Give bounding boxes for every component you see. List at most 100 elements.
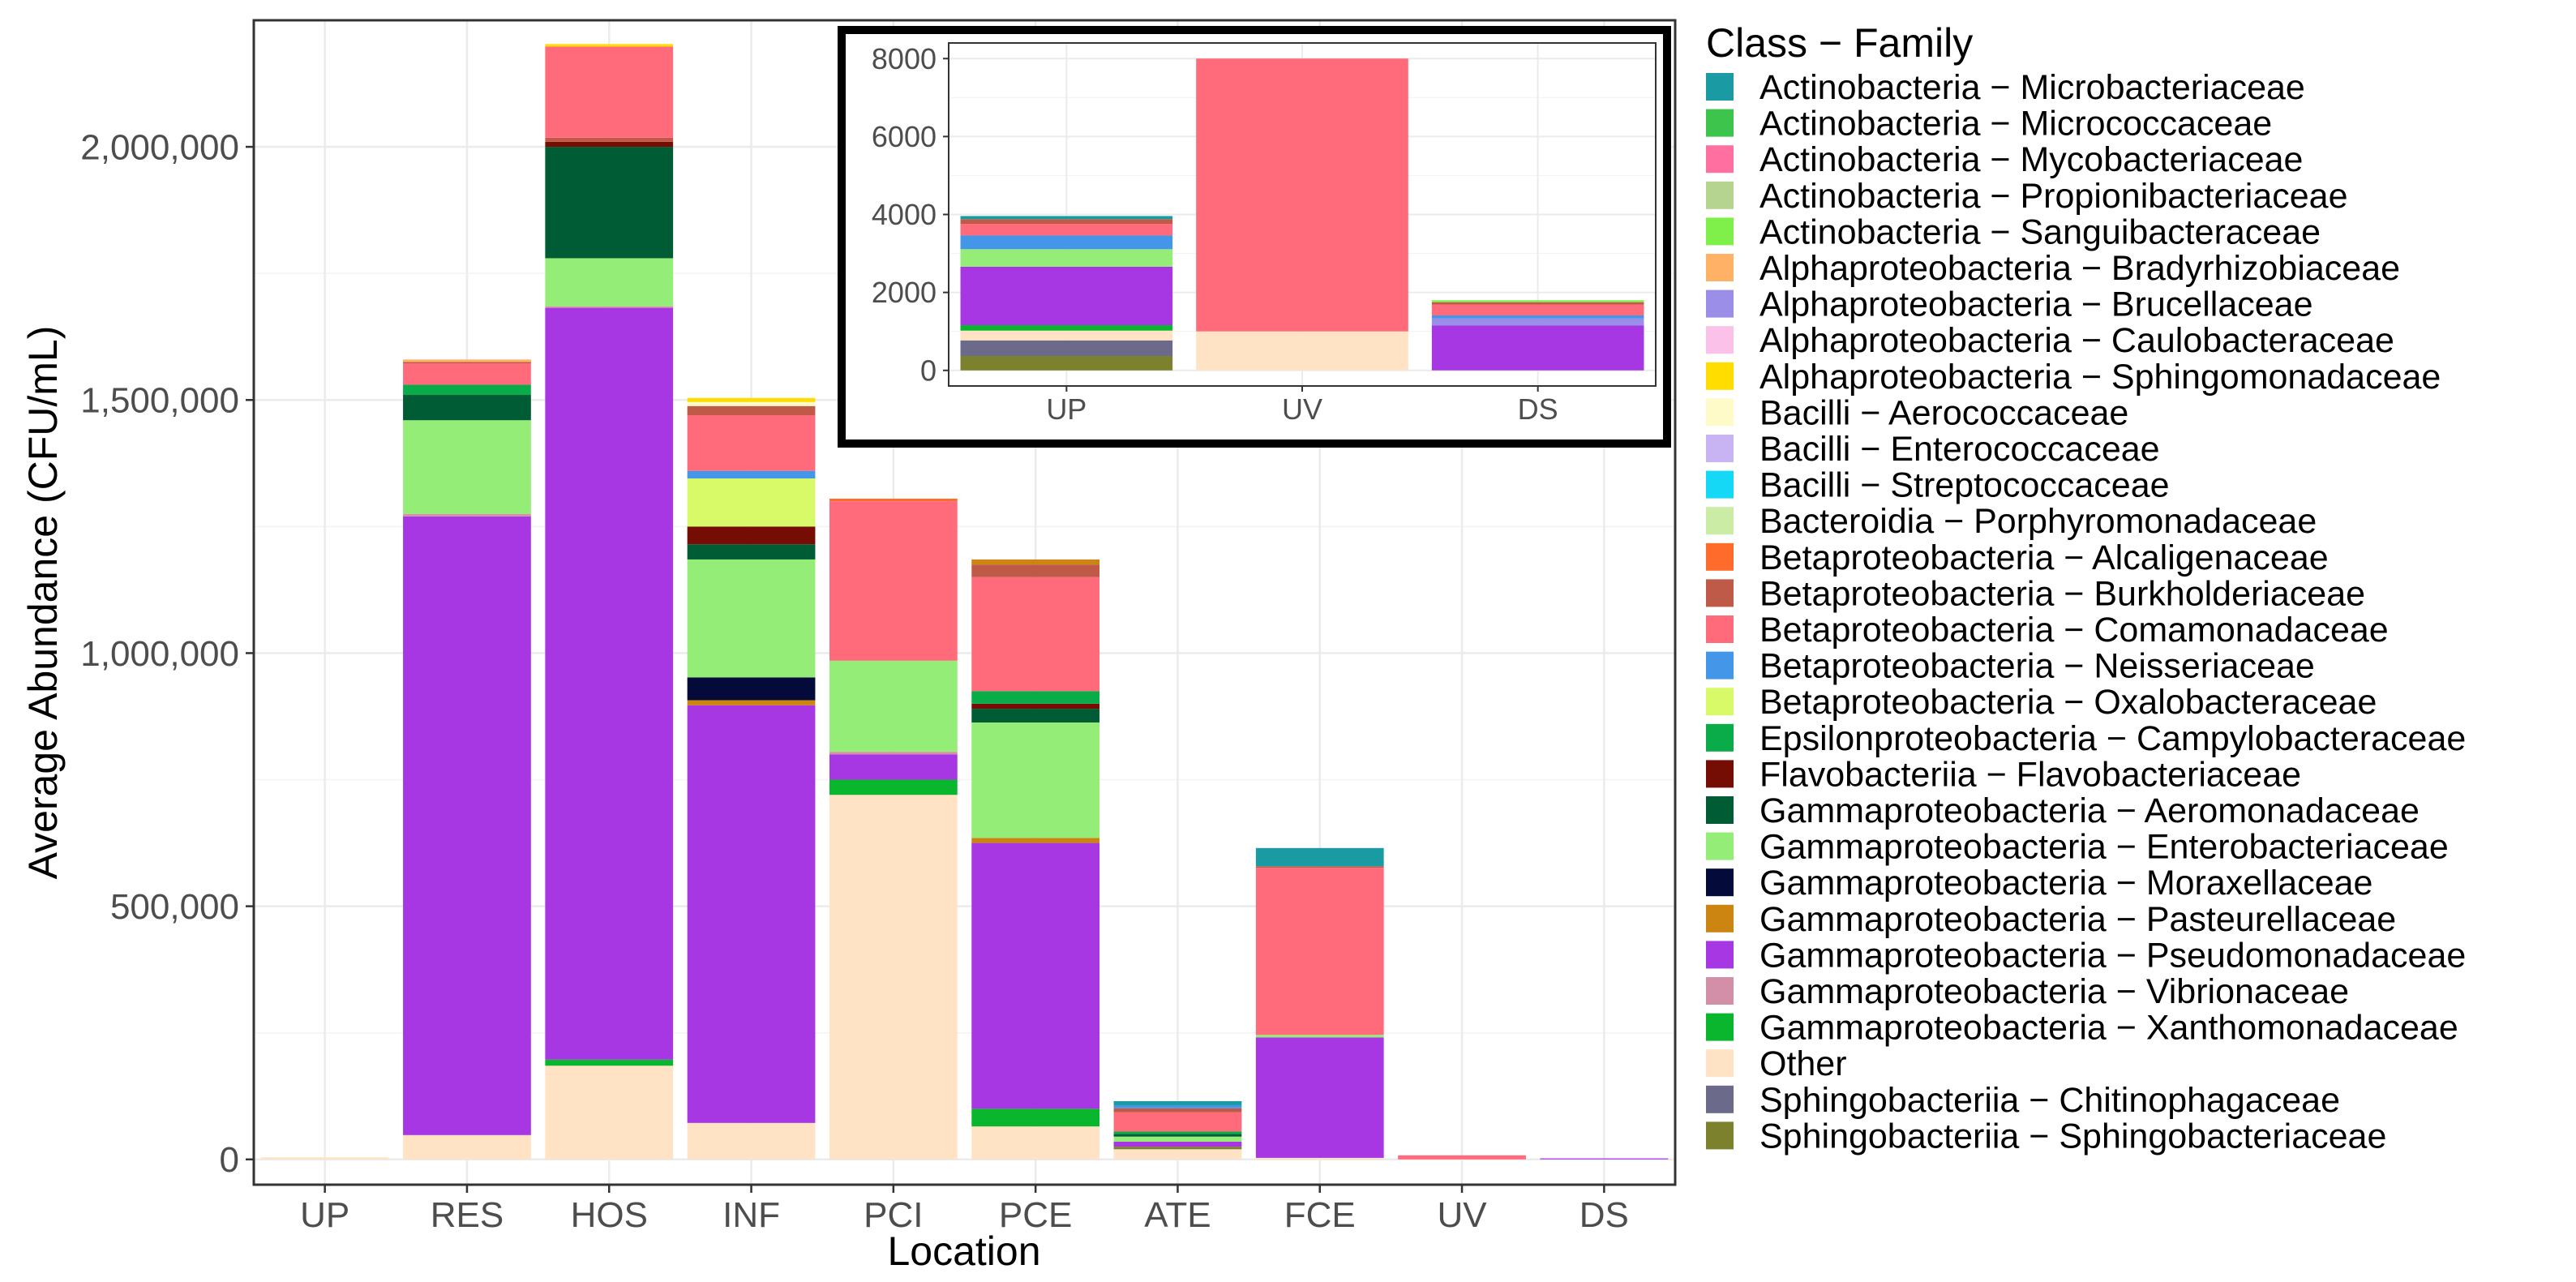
main-bar-segment-hos-alphaproteobacteria-sphingomonadaceae [545, 44, 674, 47]
main-axis-ticks: 0 500,000 1,000,000 1,500,000 2,000,000 UP RES… [80, 127, 1629, 1234]
legend-key-sphingobacteriia-chitinophagaceae [1706, 1085, 1734, 1113]
main-bar-segment-pci-other [829, 795, 958, 1160]
main-bar-segment-ate-betaproteobacteria-comamonadaceae [1113, 1112, 1242, 1132]
main-bar-segment-pce-betaproteobacteria-burkholderiaceae [971, 564, 1100, 577]
main-bar-segment-pce-gammaproteobacteria-pasteurellaceae [971, 559, 1100, 565]
main-bar-segment-uv-betaproteobacteria-comamonadaceae [1398, 1155, 1526, 1160]
main-bar-segment-hos-betaproteobacteria-comamonadaceae [545, 46, 674, 138]
main-bar-segment-fce-betaproteobacteria-comamonadaceae [1255, 868, 1384, 1035]
main-y-tick-label: 1,500,000 [80, 381, 239, 421]
inset-bar-segment-up-sphingobacteriia-sphingobacteriaceae [960, 355, 1173, 371]
main-bar-segment-ate-actinobacteria-microbacteriaceae [1113, 1100, 1242, 1105]
main-bar-segment-ate-gammaproteobacteria-enterobacteriaceae [1113, 1136, 1242, 1142]
main-bar-segment-pce-epsilonproteobacteria-campylobacteraceae [971, 691, 1100, 704]
inset-bar-segment-uv-other [1196, 331, 1408, 371]
legend-label-gammaproteobacteria-aeromonadaceae: Gammaproteobacteria − Aeromonadaceae [1759, 791, 2420, 830]
legend-key-alphaproteobacteria-caulobacteraceae [1706, 326, 1734, 354]
legend-label-bacteroidia-porphyromonadaceae: Bacteroidia − Porphyromonadaceae [1759, 502, 2317, 541]
legend-key-actinobacteria-mycobacteriaceae [1706, 145, 1734, 174]
main-bar-segment-ate-other [1113, 1149, 1242, 1160]
legend-label-sphingobacteriia-sphingobacteriaceae: Sphingobacteriia − Sphingobacteriaceae [1759, 1117, 2386, 1156]
legend-title: Class − Family [1706, 20, 1973, 66]
legend-key-alphaproteobacteria-sphingomonadaceae [1706, 362, 1734, 390]
legend-key-actinobacteria-microbacteriaceae [1706, 73, 1734, 101]
main-bar-segment-pce-gammaproteobacteria-pseudomonadaceae [971, 843, 1100, 1109]
inset-y-tick-label: 2000 [872, 276, 937, 309]
legend-label-gammaproteobacteria-vibrionaceae: Gammaproteobacteria − Vibrionaceae [1759, 972, 2349, 1011]
main-bar-segment-fce-other [1255, 1157, 1384, 1160]
main-bar-segment-ds-gammaproteobacteria-pseudomonadaceae [1540, 1158, 1669, 1160]
legend-key-betaproteobacteria-neisseriaceae [1706, 651, 1734, 680]
main-bar-segment-pci-betaproteobacteria-comamonadaceae [829, 501, 958, 661]
main-x-tick-label-uv: UV [1437, 1195, 1487, 1235]
legend-key-gammaproteobacteria-moraxellaceae [1706, 868, 1734, 897]
main-bar-segment-ate-betaproteobacteria-neisseriaceae [1113, 1104, 1242, 1108]
main-x-tick-label-pce: PCE [999, 1195, 1072, 1235]
legend-label-actinobacteria-sanguibacteraceae: Actinobacteria − Sanguibacteraceae [1759, 212, 2321, 251]
main-bar-segment-fce-gammaproteobacteria-enterobacteriaceae [1255, 1035, 1384, 1038]
inset-axis-ticks: 0 2000 4000 6000 8000 UP UV DS [872, 42, 1558, 426]
main-x-tick-label-ds: DS [1579, 1195, 1629, 1235]
legend-label-sphingobacteriia-chitinophagaceae: Sphingobacteriia − Chitinophagaceae [1759, 1081, 2340, 1120]
main-bar-segment-ate-sphingobacteriia-sphingobacteriaceae [1113, 1147, 1242, 1150]
inset-bar-segment-up-betaproteobacteria-burkholderiaceae [960, 219, 1173, 225]
main-bar-segment-inf-gammaproteobacteria-aeromonadaceae [687, 544, 816, 560]
main-bar-segment-res-betaproteobacteria-comamonadaceae [403, 363, 531, 385]
legend-label-betaproteobacteria-neisseriaceae: Betaproteobacteria − Neisseriaceae [1759, 647, 2315, 686]
main-bar-segment-pci-betaproteobacteria-alcaligenaceae [829, 499, 958, 502]
main-x-tick-label-up: UP [300, 1195, 349, 1235]
inset-x-tick-label-up: UP [1046, 392, 1087, 426]
main-bar-segment-inf-flavobacteriia-flavobacteriaceae [687, 526, 816, 545]
main-x-tick-label-inf: INF [722, 1195, 780, 1235]
legend-label-bacilli-streptococcaceae: Bacilli − Streptococcaceae [1759, 466, 2170, 505]
main-bar-segment-pce-gammaproteobacteria-enterobacteriaceae [971, 722, 1100, 838]
main-bar-segment-ate-betaproteobacteria-burkholderiaceae [1113, 1108, 1242, 1113]
main-bar-segment-pci-gammaproteobacteria-pseudomonadaceae [829, 754, 958, 780]
main-bar-segment-inf-gammaproteobacteria-enterobacteriaceae [687, 559, 816, 678]
main-bar-segment-inf-betaproteobacteria-comamonadaceae [687, 414, 816, 471]
legend-label-epsilonproteobacteria-campylobacteraceae: Epsilonproteobacteria − Campylobacterace… [1759, 719, 2466, 758]
legend-key-bacilli-streptococcaceae [1706, 470, 1734, 499]
main-x-tick-label-ate: ATE [1144, 1195, 1211, 1235]
legend-key-epsilonproteobacteria-campylobacteraceae [1706, 723, 1734, 752]
legend-label-actinobacteria-mycobacteriaceae: Actinobacteria − Mycobacteriaceae [1759, 140, 2303, 179]
main-bar-segment-hos-gammaproteobacteria-vibrionaceae [545, 306, 674, 308]
main-bar-segment-inf-gammaproteobacteria-pasteurellaceae [687, 700, 816, 705]
main-bar-segment-fce-actinobacteria-microbacteriaceae [1255, 847, 1384, 867]
inset-bar-segment-ds-alphaproteobacteria-brucellaceae [1431, 318, 1644, 326]
inset-bar-segment-up-betaproteobacteria-neisseriaceae [960, 235, 1173, 250]
legend-label-actinobacteria-propionibacteriaceae: Actinobacteria − Propionibacteriaceae [1759, 177, 2347, 216]
main-x-tick-label-hos: HOS [571, 1195, 648, 1235]
inset-y-tick-label: 4000 [872, 198, 937, 231]
main-bar-segment-res-other [403, 1134, 531, 1160]
x-axis-title: Location [887, 1228, 1040, 1274]
inset-bar-segment-ds-betaproteobacteria-neisseriaceae [1431, 315, 1644, 319]
legend-key-bacilli-enterococcaceae [1706, 435, 1734, 462]
inset-bar-segment-up-gammaproteobacteria-enterobacteriaceae [960, 249, 1173, 267]
inset-bar-segment-up-gammaproteobacteria-xanthomonadaceae [960, 325, 1173, 331]
legend-key-gammaproteobacteria-vibrionaceae [1706, 977, 1734, 1005]
legend-key-alphaproteobacteria-bradyrhizobiaceae [1706, 254, 1734, 281]
legend-label-gammaproteobacteria-enterobacteriaceae: Gammaproteobacteria − Enterobacteriaceae [1759, 828, 2449, 867]
legend-key-gammaproteobacteria-enterobacteriaceae [1706, 832, 1734, 860]
inset-bar-segment-ds-betaproteobacteria-comamonadaceae [1431, 304, 1644, 315]
inset-bar-segment-uv-betaproteobacteria-comamonadaceae [1196, 58, 1408, 332]
legend-key-betaproteobacteria-oxalobacteraceae [1706, 688, 1734, 716]
main-bar-segment-pci-gammaproteobacteria-vibrionaceae [829, 752, 958, 755]
legend-key-actinobacteria-propionibacteriaceae [1706, 181, 1734, 209]
legend-label-betaproteobacteria-burkholderiaceae: Betaproteobacteria − Burkholderiaceae [1759, 574, 2365, 613]
main-y-tick-label: 2,000,000 [80, 127, 239, 167]
legend-key-gammaproteobacteria-aeromonadaceae [1706, 796, 1734, 824]
main-bar-segment-pce-other [971, 1126, 1100, 1160]
main-bar-segment-res-betaproteobacteria-burkholderiaceae [403, 362, 531, 364]
main-bar-segment-hos-betaproteobacteria-burkholderiaceae [545, 137, 674, 142]
legend-label-alphaproteobacteria-brucellaceae: Alphaproteobacteria − Brucellaceae [1759, 285, 2312, 324]
main-bar-segment-hos-gammaproteobacteria-enterobacteriaceae [545, 258, 674, 307]
legend-key-gammaproteobacteria-pseudomonadaceae [1706, 941, 1734, 969]
main-bar-segment-up-other [260, 1157, 389, 1160]
legend-key-betaproteobacteria-alcaligenaceae [1706, 542, 1734, 571]
main-bar-segment-ate-gammaproteobacteria-aeromonadaceae [1113, 1134, 1242, 1137]
main-bar-segment-res-gammaproteobacteria-pseudomonadaceae [403, 516, 531, 1135]
main-bar-segment-res-epsilonproteobacteria-campylobacteraceae [403, 384, 531, 396]
